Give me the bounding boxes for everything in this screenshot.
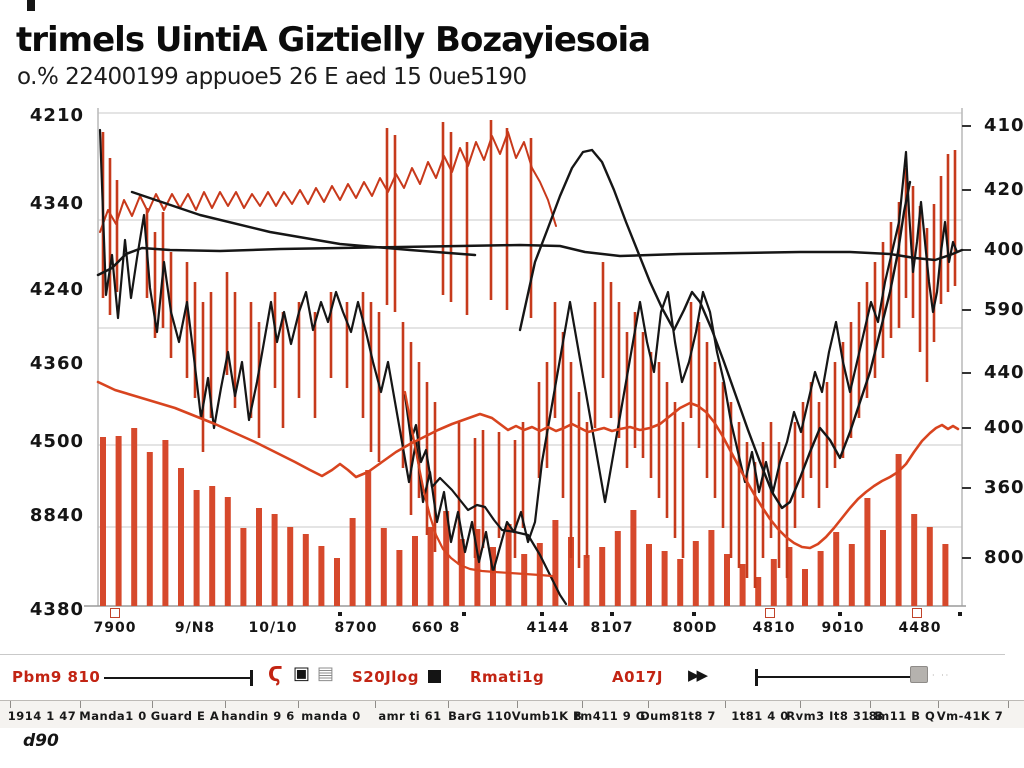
x-axis-label: 7900 [93, 620, 137, 636]
timeline-tick [152, 701, 153, 708]
x-tick-dot [958, 612, 962, 616]
y-axis-left-label: 4240 [29, 279, 84, 300]
y-axis-left-label: 4500 [29, 431, 84, 452]
y-axis-right-label: 590 [984, 299, 1024, 320]
x-axis-label: 9/N8 [174, 620, 216, 636]
y-axis-right-label: 410 [984, 115, 1024, 136]
y-axis-right-label: 400 [984, 417, 1024, 438]
y-axis-right-label: 800 [984, 547, 1024, 568]
corner-artifact [27, 0, 35, 11]
timeline-tick [800, 701, 801, 708]
chart-title: trimels UintiA Giztielly Bozayiesoia [16, 20, 651, 60]
slider-start-tick [755, 669, 758, 686]
chart-box-icon: ▣ [293, 663, 311, 684]
y-axis-right-label: 440 [984, 362, 1024, 383]
x-tick-dot [838, 612, 842, 616]
x-axis-label: 660 8 [411, 620, 461, 636]
timeline-label[interactable]: 1914 1 47 [7, 709, 77, 723]
timeline-tick [10, 701, 11, 708]
timeline-label[interactable]: Vm-41K 7 [936, 709, 1004, 723]
legend-square-marker [428, 670, 441, 683]
legend: Pbm9 810 Ϛ ▣ ▤ S20Jlog Rmati1g A017J ▶▶ … [0, 660, 1024, 698]
timeline-tick [938, 701, 939, 708]
timeline-tick [1008, 701, 1009, 708]
legend-line-sample [104, 677, 252, 679]
x-axis-label: 4810 [752, 620, 796, 636]
x-tick-dot [540, 612, 544, 616]
slider-thumb[interactable] [910, 666, 928, 683]
y-axis-right-label: 360 [984, 477, 1024, 498]
legend-series4-label: A017J [612, 668, 664, 686]
x-tick-dot [692, 612, 696, 616]
timeline-tick [582, 701, 583, 708]
timeline-label[interactable]: 1t81 4 0 [731, 709, 789, 723]
y-axis-left-label: 4360 [29, 353, 84, 374]
x-axis-label: 8700 [334, 620, 378, 636]
series-red-descent-low [403, 390, 554, 578]
timeline-label[interactable]: Manda1 0 [79, 709, 147, 723]
x-tick-dot [462, 612, 466, 616]
slider-tail-dots: · ·· [932, 671, 951, 680]
x-axis-label: 10/10 [248, 620, 298, 636]
x-axis-label: 4480 [898, 620, 942, 636]
x-tick-square [110, 608, 120, 618]
y-axis-left-label: 4210 [29, 105, 84, 126]
legend-separator [0, 654, 1005, 655]
timeline-tick [298, 701, 299, 708]
y-axis-left-label: 4340 [29, 193, 84, 214]
y-axis-left-label: 8840 [29, 505, 84, 526]
timeline-label[interactable]: handin 9 6 [221, 709, 295, 723]
legend-series1-label: Pbm9 810 [12, 668, 101, 686]
series-trend-descending-black [130, 190, 477, 257]
timeline-label[interactable]: Rvm3 It8 31 B [786, 709, 884, 723]
series-red-ma [96, 380, 960, 550]
timeline-tick [725, 701, 726, 708]
legend-series3-label: Rmati1g [470, 668, 545, 686]
timeline-tick [870, 701, 871, 708]
x-axis-label: 4144 [526, 620, 570, 636]
x-tick-dot [338, 612, 342, 616]
x-axis-label: 800D [672, 620, 718, 636]
series-peak-and-dive-black [518, 148, 912, 510]
legend-series2-label: S20Jlog [352, 668, 419, 686]
timeline-tick [80, 701, 81, 708]
swirl-icon: Ϛ [268, 662, 283, 686]
series-oscillator-top [99, 131, 557, 233]
timeline-tick [448, 701, 449, 708]
timeline-label[interactable]: Vumb1K B [511, 709, 583, 723]
slider-track[interactable] [757, 676, 913, 678]
timeline-label[interactable]: Guard E A [150, 709, 220, 723]
series-price-black [98, 128, 959, 574]
x-axis-label: 9010 [821, 620, 865, 636]
list-box-icon: ▤ [317, 663, 335, 684]
x-axis-label: 8107 [590, 620, 634, 636]
y-axis-left-label: 4380 [29, 599, 84, 620]
y-axis-right-label: 420 [984, 179, 1024, 200]
series-descent-to-low-black [403, 393, 568, 606]
timeline-tick [225, 701, 226, 708]
footnote: d90 [23, 731, 59, 751]
legend-line-end-tick [250, 670, 253, 686]
timeline-label[interactable]: BarG 110 [448, 709, 512, 723]
timeline-tick [648, 701, 649, 708]
x-tick-square [765, 608, 775, 618]
timeline-tick [517, 701, 518, 708]
timeline-label[interactable]: manda 0 [301, 709, 361, 723]
play-triangles-icon: ▶▶ [688, 666, 708, 684]
timeline-label[interactable]: 8m11 B Q [868, 709, 936, 723]
x-tick-square [912, 608, 922, 618]
timeline-label[interactable]: Dum81t8 7 [640, 709, 716, 723]
timeline-label[interactable]: tm411 9 G [574, 709, 646, 723]
timeline-label[interactable]: amr ti 61 [378, 709, 442, 723]
chart-subtitle: o.% 22400199 appuoe5 26 E aed 15 0ue5190 [17, 64, 527, 90]
x-tick-dot [610, 612, 614, 616]
y-axis-right-label: 400 [984, 239, 1024, 260]
timeline-tick [375, 701, 376, 708]
